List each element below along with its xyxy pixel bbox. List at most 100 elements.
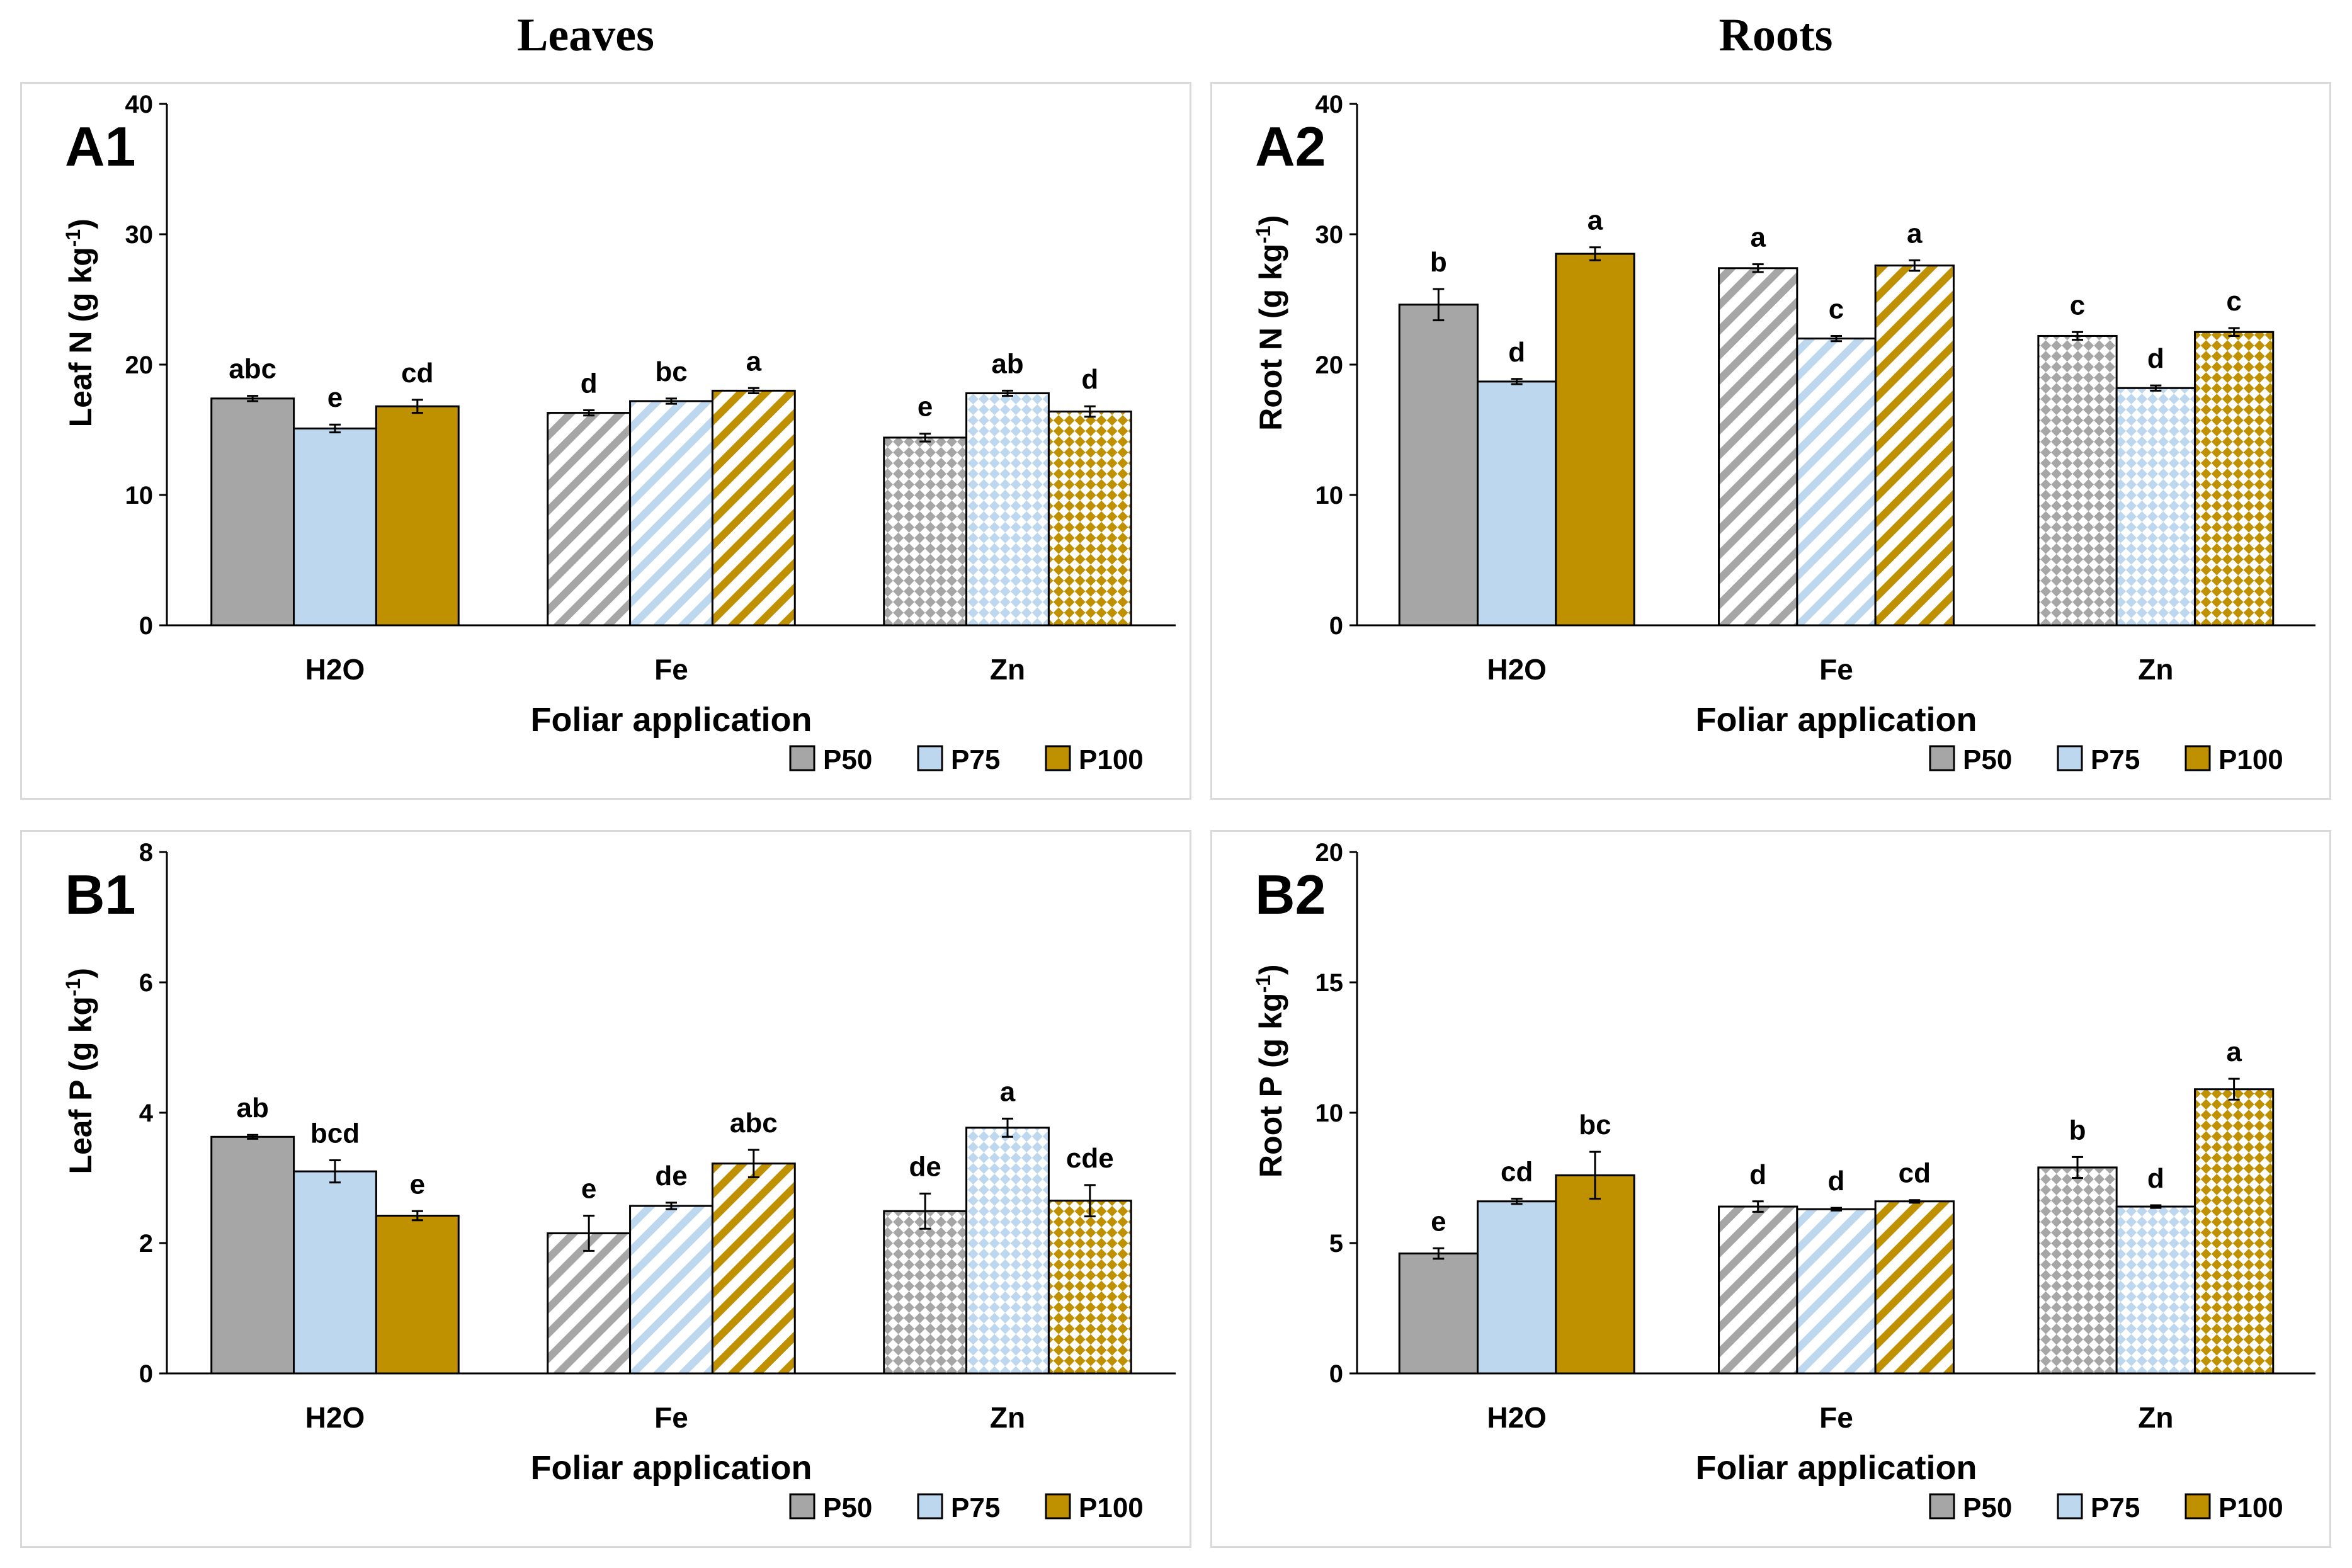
significance-letter: abc bbox=[229, 354, 276, 385]
significance-letter: d bbox=[1828, 1166, 1845, 1196]
bar-p75-fe bbox=[629, 1205, 713, 1375]
significance-letter: e bbox=[918, 392, 933, 423]
bar-p100-zn bbox=[1047, 1200, 1132, 1375]
significance-letter: b bbox=[2069, 1115, 2086, 1145]
panel-label: A1 bbox=[65, 115, 136, 178]
y-axis-title: Leaf P (g kg-1) bbox=[62, 968, 98, 1174]
significance-letter: bcd bbox=[310, 1118, 360, 1149]
bar-p100-h2o bbox=[375, 405, 460, 627]
significance-letter: ab bbox=[236, 1093, 268, 1123]
legend-swatch-p50 bbox=[789, 1493, 815, 1520]
x-tick-label: Fe bbox=[654, 653, 688, 686]
x-tick-label: Fe bbox=[654, 1401, 688, 1434]
y-tick-label: 0 bbox=[1329, 612, 1343, 640]
bar-p50-zn bbox=[2037, 1166, 2118, 1375]
x-tick-label: Fe bbox=[1819, 1401, 1853, 1434]
y-tick-label: 5 bbox=[1329, 1230, 1343, 1258]
column-title-roots: Roots bbox=[1719, 9, 1833, 61]
legend-label-p50: P50 bbox=[1963, 1492, 2012, 1523]
legend-label-p75: P75 bbox=[951, 1492, 1000, 1523]
y-tick-label: 10 bbox=[1315, 1099, 1344, 1127]
x-tick-label: Zn bbox=[2138, 1401, 2173, 1434]
y-tick-label: 15 bbox=[1315, 969, 1344, 997]
significance-letter: c bbox=[2070, 290, 2085, 321]
y-tick-label: 10 bbox=[125, 482, 154, 509]
bar-p100-zn bbox=[2193, 1088, 2275, 1375]
y-tick-label: 4 bbox=[139, 1099, 154, 1127]
significance-letter: e bbox=[410, 1169, 425, 1200]
legend-label-p75: P75 bbox=[2091, 744, 2140, 775]
bar-p75-zn bbox=[965, 1127, 1050, 1375]
y-tick-label: 6 bbox=[139, 969, 153, 997]
x-tick-label: Fe bbox=[1819, 653, 1853, 686]
y-tick-label: 30 bbox=[125, 221, 154, 249]
y-tick-label: 20 bbox=[1315, 839, 1344, 866]
legend-swatch-p50 bbox=[1929, 1493, 1955, 1520]
legend-swatch-p75 bbox=[917, 1493, 943, 1520]
y-tick-label: 8 bbox=[139, 839, 153, 866]
legend-swatch-p100 bbox=[1045, 745, 1071, 771]
y-tick-label: 40 bbox=[125, 91, 154, 118]
bar-p50-fe bbox=[1718, 267, 1798, 627]
y-axis-title: Root P (g kg-1) bbox=[1252, 964, 1288, 1178]
y-tick-label: 2 bbox=[139, 1230, 153, 1258]
legend-swatch-p75 bbox=[2057, 745, 2083, 771]
legend-label-p100: P100 bbox=[1079, 744, 1144, 775]
chart-a2-svg: 0 10 20 30 40 Root N (g kg-1) A2 b d a H2O a c a Fe c d c… bbox=[1252, 91, 2315, 775]
legend-label-p50: P50 bbox=[1963, 744, 2012, 775]
y-tick-label: 40 bbox=[1315, 91, 1344, 118]
legend-label-p75: P75 bbox=[2091, 1492, 2140, 1523]
significance-letter: c bbox=[2226, 286, 2241, 317]
significance-letter: d bbox=[581, 368, 598, 399]
significance-letter: a bbox=[1750, 222, 1766, 253]
bar-p50-h2o bbox=[210, 1135, 295, 1375]
legend-swatch-p50 bbox=[1929, 745, 1955, 771]
significance-letter: cd bbox=[1899, 1158, 1931, 1189]
y-tick-label: 0 bbox=[1329, 1360, 1343, 1388]
panel-label: B1 bbox=[65, 863, 136, 926]
significance-letter: abc bbox=[730, 1108, 778, 1139]
significance-letter: cd bbox=[1501, 1157, 1533, 1188]
x-axis-title: Foliar application bbox=[530, 701, 812, 739]
significance-letter: a bbox=[1588, 205, 1603, 236]
x-tick-label: Zn bbox=[990, 653, 1025, 686]
y-axis-title: Leaf N (g kg-1) bbox=[62, 219, 98, 427]
legend-swatch-p50 bbox=[789, 745, 815, 771]
significance-letter: d bbox=[2147, 1163, 2164, 1194]
legend-label-p100: P100 bbox=[1079, 1492, 1144, 1523]
bar-p50-zn bbox=[883, 1210, 968, 1375]
legend-swatch-p100 bbox=[2184, 745, 2211, 771]
legend-swatch-p100 bbox=[2184, 1493, 2211, 1520]
significance-letter: a bbox=[1907, 218, 1923, 249]
bar-p100-fe bbox=[711, 1162, 796, 1375]
x-axis-title: Foliar application bbox=[1695, 701, 1977, 739]
y-tick-label: 30 bbox=[1315, 221, 1344, 249]
bar-p75-fe bbox=[1796, 1208, 1877, 1375]
significance-letter: a bbox=[2226, 1037, 2242, 1067]
bar-p75-fe bbox=[629, 400, 713, 627]
bar-p50-h2o bbox=[210, 397, 295, 627]
bar-p75-h2o bbox=[293, 1170, 377, 1375]
significance-letter: b bbox=[1430, 247, 1447, 278]
bar-p100-fe bbox=[711, 389, 796, 627]
significance-letter: e bbox=[327, 382, 343, 413]
chart-a1-svg: 0 10 20 30 40 Leaf N (g kg-1) A1 abc e cd H2O d bc a F… bbox=[62, 91, 1176, 775]
bar-p50-zn bbox=[2037, 334, 2118, 627]
legend-label-p50: P50 bbox=[823, 1492, 872, 1523]
y-axis-title: Root N (g kg-1) bbox=[1252, 215, 1288, 431]
significance-letter: d bbox=[1749, 1159, 1766, 1190]
legend-label-p75: P75 bbox=[951, 744, 1000, 775]
significance-letter: cde bbox=[1066, 1143, 1114, 1174]
bar-p50-zn bbox=[883, 436, 968, 627]
significance-letter: ab bbox=[991, 348, 1023, 379]
chart-b2-svg: 0 5 10 15 20 Root P (g kg-1) B2 e cd bc H2O d d cd Fe b… bbox=[1252, 839, 2315, 1523]
y-tick-label: 0 bbox=[139, 1360, 153, 1388]
legend-label-p50: P50 bbox=[823, 744, 872, 775]
x-tick-label: Zn bbox=[2138, 653, 2173, 686]
x-tick-label: H2O bbox=[1487, 1401, 1547, 1434]
bar-p75-fe bbox=[1796, 338, 1877, 627]
bar-p50-fe bbox=[547, 1232, 632, 1375]
panel-label: A2 bbox=[1255, 115, 1326, 178]
bar-p100-zn bbox=[2193, 331, 2275, 627]
significance-letter: e bbox=[581, 1174, 596, 1205]
